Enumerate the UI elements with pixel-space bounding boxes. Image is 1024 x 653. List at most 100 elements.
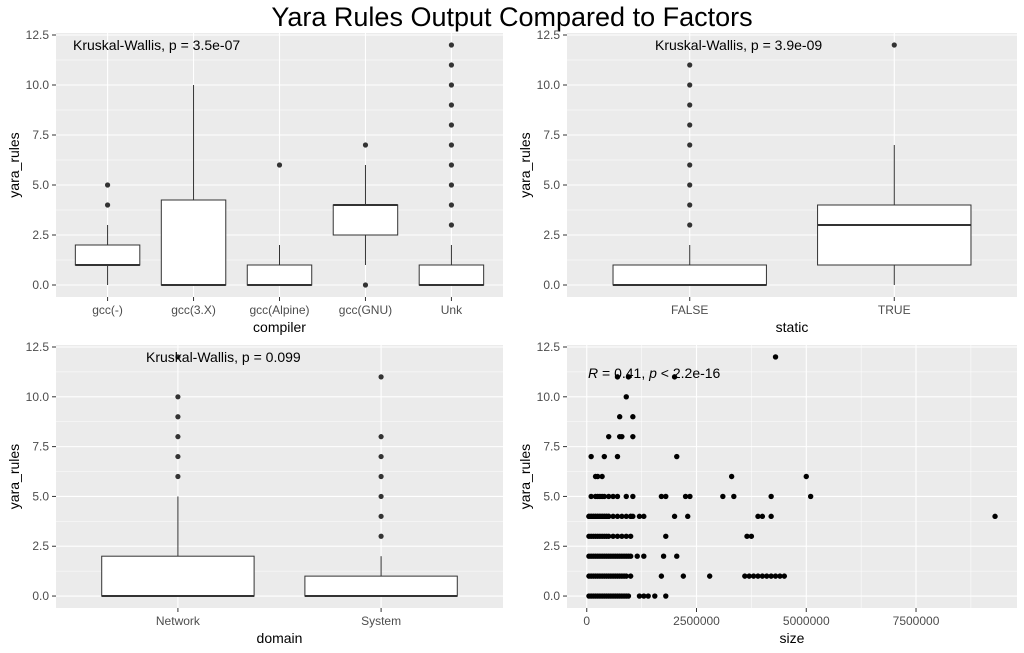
scatter-point [623,493,629,500]
outlier-point [378,533,384,539]
scatter-point [768,493,774,500]
y-axis-title: yara_rules [6,444,22,509]
scatter-point [630,414,636,420]
x-tick-label: gcc(-) [92,303,123,317]
scatter-point [742,573,748,579]
scatter-point [641,553,647,559]
scatter-point [781,573,788,579]
scatter-point [625,374,632,380]
x-tick-label: 5000000 [783,614,830,628]
box-body [817,204,972,266]
box-gcc(Alpine) [246,162,313,286]
scatter-point [636,593,643,599]
x-axis-title: size [780,630,805,646]
scatter-point [623,513,629,520]
scatter-point [772,354,779,360]
scatter-point [768,513,774,520]
scatter-point [750,573,757,579]
scatter-point [748,533,755,539]
scatter-point [660,553,667,559]
scatter-point [627,513,634,520]
y-tick-label: 12.5 [26,28,50,42]
box-body [246,264,313,286]
outlier-point [687,62,693,68]
y-tick-label: 7.5 [32,440,49,454]
outlier-point [378,453,384,460]
x-axis-title: static [776,319,809,335]
box-Unk [418,42,485,286]
scatter-point [674,453,680,460]
box-body [418,264,485,286]
x-tick-label: FALSE [671,303,708,317]
box-gcc(-) [74,182,141,285]
r-value: = 0.41, [598,365,649,381]
x-tick-label: 2500000 [673,614,720,628]
y-tick-label: 5.0 [543,489,560,503]
y-tick-label: 5.0 [32,489,49,503]
y-tick-label: 0.0 [32,278,49,292]
y-tick-label: 10.0 [537,390,561,404]
scatter-point [671,513,678,520]
y-axis-title: yara_rules [517,444,533,509]
scatter-point [777,573,783,579]
y-tick-label: 2.5 [32,539,49,553]
outlier-point [448,182,455,188]
scatter-point [772,573,779,579]
x-tick-label: Unk [441,303,463,317]
box-body [74,244,141,266]
scatter-point [610,493,616,500]
scatter-point [658,573,665,579]
scatter-point [674,553,680,559]
scatter-point [682,493,689,500]
outlier-point [448,202,455,208]
scatter-point [706,573,713,579]
x-tick-label: gcc(GNU) [339,303,392,317]
r-symbol: R [588,365,598,381]
y-tick-label: 0.0 [543,278,560,292]
scatter-point [645,593,651,599]
box-Network [101,354,255,598]
outlier-point [687,182,693,188]
y-tick-label: 0.0 [543,589,560,603]
scatter-point [630,493,636,500]
scatter-point [606,433,612,440]
scatter-point [610,513,616,520]
scatter-point [619,533,625,539]
outlier-point [378,513,384,519]
scatter-point [755,573,761,579]
outlier-point [687,122,693,128]
scatter-point [606,533,612,539]
scatter-point [731,493,737,500]
outlier-point [687,202,693,208]
scatter-point [614,513,621,520]
outlier-point [175,414,181,420]
box-body [304,575,458,597]
x-tick-label: gcc(Alpine) [249,303,309,317]
scatter-point [807,493,814,500]
y-tick-label: 12.5 [26,340,50,354]
outlier-point [175,354,181,360]
outlier-point [175,434,181,440]
outlier-point [175,394,181,400]
outlier-point [448,62,455,68]
scatter-point [658,493,665,500]
outlier-point [378,493,384,500]
scatter-point [685,513,691,520]
compiler-boxplot-panel: 0.0 2.5 5.0 7.5 10.0 12.5 yara_rules compiler gc… [6,28,503,335]
y-tick-label: 2.5 [543,228,560,242]
scatter-point [746,573,752,579]
scatter-point [634,553,640,559]
scatter-point [641,513,647,520]
scatter-point [630,433,636,440]
outlier-point [175,453,181,460]
box-body [101,555,255,597]
p-value: < 2.2e-16 [657,365,721,381]
scatter-point [623,573,629,579]
scatter-point [636,513,643,520]
box-System [304,374,458,598]
kruskal-wallis-annotation: Kruskal-Wallis, p = 3.5e-07 [73,37,240,53]
scatter-point [599,473,605,480]
scatter-point [619,513,625,520]
outlier-point [448,162,455,168]
